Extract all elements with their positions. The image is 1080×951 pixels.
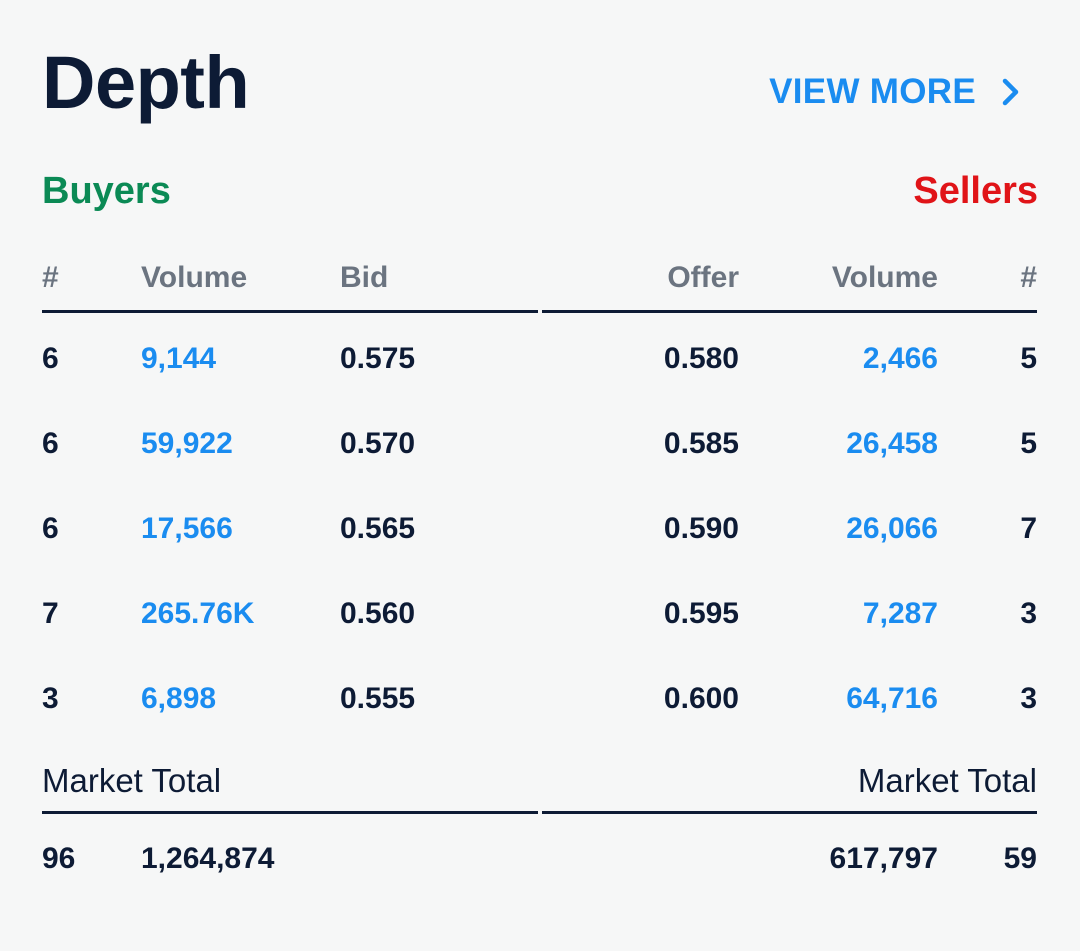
buy-count: 6 — [42, 342, 59, 375]
sellers-market-total-label: Market Total — [857, 762, 1037, 799]
sell-volume[interactable]: 26,066 — [846, 512, 938, 545]
total-buy-volume: 1,264,874 — [141, 842, 275, 875]
offer-price: 0.585 — [663, 427, 739, 460]
header-sell-volume: Volume — [831, 261, 938, 294]
bid-price: 0.570 — [340, 427, 416, 460]
bid-price: 0.560 — [340, 597, 416, 630]
total-sell-count: 59 — [1003, 842, 1037, 875]
view-more-link[interactable]: VIEW MORE — [769, 70, 1022, 114]
buy-volume[interactable]: 6,898 — [141, 682, 217, 715]
buyers-label: Buyers — [42, 170, 171, 212]
market-total-row: 96 1,264,874 617,797 59 — [0, 839, 1080, 879]
buyers-header-divider — [42, 310, 538, 313]
sell-volume[interactable]: 26,458 — [846, 427, 938, 460]
table-row: 6 9,144 0.575 0.580 2,466 5 — [0, 339, 1080, 379]
buy-count: 3 — [42, 682, 59, 715]
header-bid: Bid — [340, 261, 389, 294]
sell-volume[interactable]: 64,716 — [846, 682, 938, 715]
total-sell-volume: 617,797 — [829, 842, 938, 875]
bid-price: 0.575 — [340, 342, 416, 375]
view-more-label: VIEW MORE — [769, 72, 976, 111]
header-buy-volume: Volume — [141, 261, 248, 294]
market-total-labels: Market Total Market Total — [0, 761, 1080, 801]
sell-count: 5 — [1020, 342, 1037, 375]
sell-volume[interactable]: 7,287 — [862, 597, 938, 630]
buy-volume[interactable]: 265.76K — [141, 597, 255, 630]
buyers-total-divider — [42, 811, 538, 814]
sellers-header-divider — [542, 310, 1037, 313]
table-row: 6 17,566 0.565 0.590 26,066 7 — [0, 509, 1080, 549]
sell-count: 7 — [1020, 512, 1037, 545]
page-title: Depth — [42, 41, 250, 124]
sellers-total-divider — [542, 811, 1037, 814]
table-row: 3 6,898 0.555 0.600 64,716 3 — [0, 679, 1080, 719]
header-sell-count: # — [1020, 261, 1037, 294]
sell-volume[interactable]: 2,466 — [862, 342, 938, 375]
buy-volume[interactable]: 59,922 — [141, 427, 233, 460]
offer-price: 0.600 — [663, 682, 739, 715]
bid-price: 0.565 — [340, 512, 416, 545]
sellers-label: Sellers — [913, 170, 1038, 212]
header-offer: Offer — [667, 261, 739, 294]
total-buy-count: 96 — [42, 842, 76, 875]
offer-price: 0.595 — [663, 597, 739, 630]
table-row: 6 59,922 0.570 0.585 26,458 5 — [0, 424, 1080, 464]
sell-count: 3 — [1020, 597, 1037, 630]
buy-count: 7 — [42, 597, 59, 630]
bid-price: 0.555 — [340, 682, 416, 715]
buy-volume[interactable]: 9,144 — [141, 342, 217, 375]
buy-volume[interactable]: 17,566 — [141, 512, 233, 545]
offer-price: 0.590 — [663, 512, 739, 545]
buy-count: 6 — [42, 512, 59, 545]
sell-count: 5 — [1020, 427, 1037, 460]
table-header: # Volume Bid Offer Volume # — [0, 258, 1080, 298]
table-row: 7 265.76K 0.560 0.595 7,287 3 — [0, 594, 1080, 634]
sell-count: 3 — [1020, 682, 1037, 715]
header-buy-count: # — [42, 261, 59, 294]
chevron-right-icon — [1000, 77, 1022, 107]
offer-price: 0.580 — [663, 342, 739, 375]
buyers-market-total-label: Market Total — [42, 762, 222, 799]
buy-count: 6 — [42, 427, 59, 460]
